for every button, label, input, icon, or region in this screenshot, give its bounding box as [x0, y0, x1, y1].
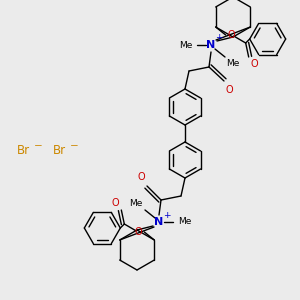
Text: N: N [206, 40, 216, 50]
Text: +: + [215, 34, 223, 43]
Text: O: O [112, 198, 119, 208]
Text: Br: Br [52, 143, 66, 157]
Text: O: O [226, 85, 234, 95]
Text: O: O [135, 227, 142, 237]
Text: N: N [154, 217, 164, 227]
Text: +: + [163, 211, 171, 220]
Text: −: − [34, 141, 42, 151]
Text: O: O [228, 30, 235, 40]
Text: Me: Me [178, 218, 191, 226]
Text: O: O [251, 59, 258, 69]
Text: O: O [137, 172, 145, 182]
Text: −: − [70, 141, 78, 151]
Text: Br: Br [16, 143, 30, 157]
Text: Me: Me [226, 59, 239, 68]
Text: Me: Me [130, 199, 143, 208]
Text: Me: Me [178, 40, 192, 50]
